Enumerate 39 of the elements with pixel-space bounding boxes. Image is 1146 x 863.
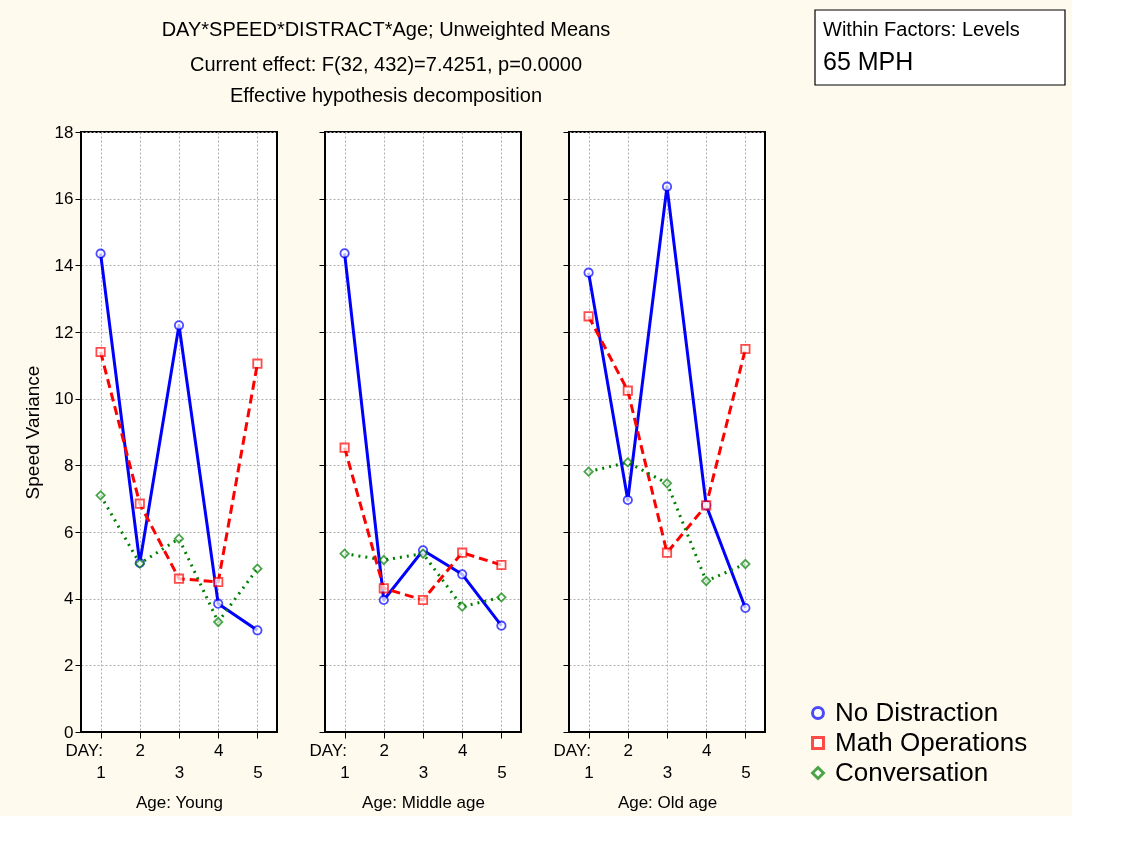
y-tick-label: 2	[64, 655, 74, 675]
text: DAY*SPEED*DISTRACT*Age; Unweighted Means	[161, 18, 611, 40]
y-tick-label: 16	[54, 189, 74, 209]
text: Current effect: F(32, 432)=7.4251, p=0.0000 Effective hypothesis decomposition	[189, 53, 583, 106]
x-axis-title: Age: Young	[136, 792, 223, 812]
x-tick-label: 4	[457, 740, 468, 760]
y-tick-label: 12	[54, 322, 74, 342]
legend-label: No Distraction	[835, 697, 999, 727]
text: Within Factors: Levels	[823, 18, 1020, 40]
x-axis-title: Age: Middle age	[362, 792, 485, 812]
x-tick-label: 5	[741, 762, 751, 782]
x-tick-label: 2	[623, 740, 634, 760]
x-tick-label: 4	[213, 740, 224, 760]
y-axis-title: Speed Variance	[21, 365, 43, 500]
x-tick-label: 4	[701, 740, 712, 760]
x-tick-label: 2	[379, 740, 390, 760]
y-tick-label: 14	[54, 255, 74, 275]
text: DAY:	[65, 741, 103, 760]
y-tick-label: 6	[64, 522, 74, 542]
legend-label: Conversation	[835, 757, 989, 787]
x-tick-label: 3	[662, 762, 673, 782]
x-tick-label: 3	[418, 762, 429, 782]
x-tick-label: 2	[135, 740, 146, 760]
y-tick-label: 0	[64, 722, 74, 742]
x-tick-label: 1	[584, 762, 594, 782]
legend-label: Math Operations	[835, 727, 1028, 757]
text: 65 MPH	[823, 47, 914, 75]
x-tick-label: 1	[96, 762, 106, 782]
x-axis-title: Age: Old age	[617, 792, 718, 812]
text: DAY:	[553, 741, 591, 760]
text: DAY:	[309, 741, 347, 760]
x-tick-label: 3	[174, 762, 185, 782]
y-tick-label: 10	[54, 389, 74, 409]
x-tick-label: 5	[497, 762, 507, 782]
y-tick-label: 8	[64, 455, 74, 475]
y-tick-label: 4	[64, 589, 74, 609]
y-tick-label: 18	[54, 122, 74, 142]
x-tick-label: 1	[340, 762, 350, 782]
x-tick-label: 5	[253, 762, 263, 782]
